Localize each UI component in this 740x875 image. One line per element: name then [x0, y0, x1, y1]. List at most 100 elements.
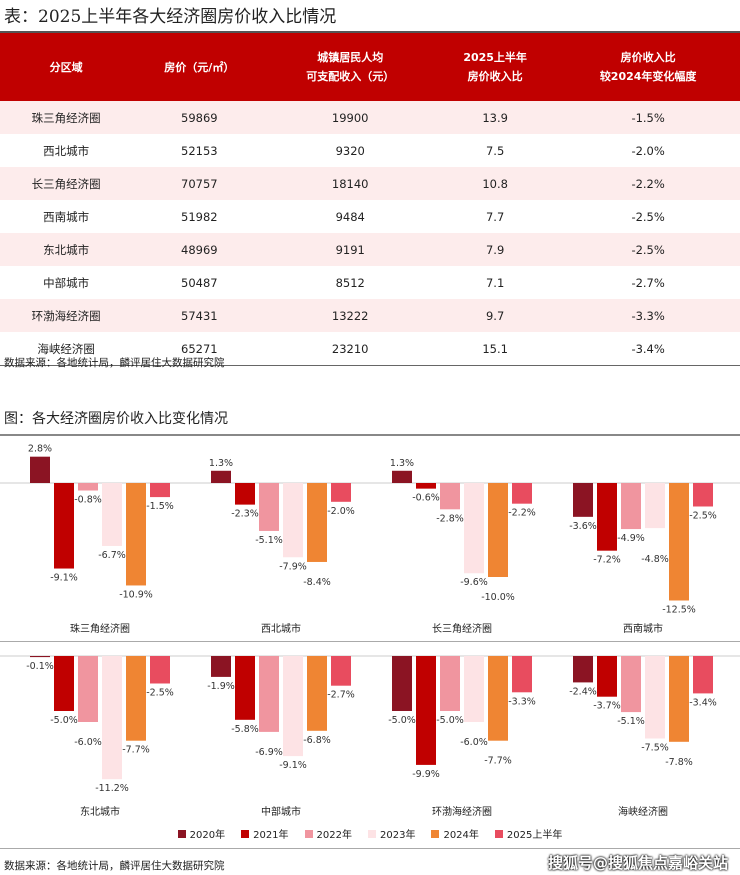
bar — [621, 656, 641, 713]
legend-label: 2021年 — [253, 830, 289, 841]
table-cell: -2.2% — [556, 167, 740, 200]
table-cell: 70757 — [132, 167, 267, 200]
category-label: 长三角经济圈 — [432, 622, 492, 635]
data-label: -0.6% — [412, 493, 440, 504]
legend-item: 2024年 — [431, 826, 479, 841]
bar — [597, 483, 617, 551]
table-cell: 中部城市 — [43, 275, 90, 290]
chart-top-divider — [0, 434, 740, 436]
data-label: -9.1% — [279, 760, 307, 771]
data-label: -5.8% — [231, 724, 259, 735]
data-label: -6.8% — [303, 735, 331, 746]
table-cell: 长三角经济圈 — [0, 167, 133, 200]
data-label: -6.7% — [98, 550, 126, 561]
table-cell: 东北城市 — [0, 233, 133, 266]
table-header-row: 分区域 房价（元/㎡） 城镇居民人均 可支配收入（元） 2025上半年 房价收入比 房价… — [0, 31, 740, 101]
data-label: -12.5% — [662, 605, 696, 616]
column-header: 房价收入比 较2024年变化幅度 — [556, 31, 740, 101]
table-row: 西北城市 52153 9320 7.5 -2.0% — [0, 134, 740, 167]
bar — [78, 483, 98, 491]
data-label: -2.5% — [689, 511, 717, 522]
legend-item: 2020年 — [177, 826, 225, 841]
table-cell: 西南城市 — [43, 209, 90, 224]
bar — [416, 656, 436, 765]
bar — [54, 656, 74, 711]
bar — [573, 483, 593, 517]
data-label: -6.9% — [255, 747, 283, 758]
data-label: -3.3% — [508, 696, 536, 707]
bar — [283, 656, 303, 757]
data-label: -5.0% — [436, 715, 464, 726]
legend-item: 2021年 — [241, 826, 289, 841]
data-label: -2.4% — [569, 686, 597, 697]
table-cell: 环渤海经济圈 — [0, 299, 133, 332]
data-label: -7.8% — [665, 757, 693, 768]
chart-bottom-divider — [0, 848, 740, 849]
bar — [126, 483, 146, 586]
data-label: -5.0% — [388, 715, 416, 726]
data-label: -7.7% — [484, 756, 512, 767]
category-label: 珠三角经济圈 — [70, 622, 130, 635]
bar — [645, 483, 665, 529]
legend-label: 2023年 — [380, 830, 416, 841]
bar — [259, 656, 279, 732]
bar — [392, 470, 412, 483]
table-cell: 19900 — [266, 101, 435, 134]
bar — [30, 656, 50, 658]
table-cell: -3.4% — [556, 332, 740, 366]
column-header: 城镇居民人均 可支配收入（元） — [266, 31, 435, 101]
data-label: -2.7% — [327, 690, 355, 701]
legend-label: 2024年 — [443, 830, 479, 841]
table-cell: 9191 — [266, 233, 435, 266]
bar — [259, 483, 279, 531]
category-label: 环渤海经济圈 — [432, 805, 492, 818]
bar — [440, 656, 460, 711]
bar — [78, 656, 98, 722]
data-label: -0.8% — [74, 495, 102, 506]
table-source: 数据来源：各地统计局，麟评居住大数据研究院 — [4, 357, 225, 369]
bar-chart: 2.8% -9.1% -0.8% -6.7% -10.9% -1.5% 珠三角经济圈 1.3%… — [0, 444, 740, 818]
legend-swatch — [177, 830, 186, 838]
data-label: -9.1% — [50, 573, 78, 584]
legend-swatch — [431, 830, 440, 838]
data-label: -4.8% — [641, 554, 669, 565]
legend-swatch — [368, 830, 376, 838]
bar — [30, 456, 50, 483]
legend-item: 2022年 — [304, 826, 352, 841]
table-cell: 52153 — [181, 143, 218, 158]
bar — [693, 656, 713, 694]
table-row: 环渤海经济圈 57431 13222 9.7 -3.3% — [0, 299, 740, 332]
bar — [331, 656, 351, 686]
data-label: -2.2% — [508, 508, 536, 519]
bar — [488, 483, 508, 577]
bar — [150, 483, 170, 498]
data-label: 2.8% — [28, 444, 52, 455]
data-label: -9.9% — [412, 769, 440, 780]
data-label: -5.1% — [617, 716, 645, 727]
table-row: 海峡经济圈 65271 23210 15.1 -3.4% — [0, 332, 740, 366]
bar — [573, 656, 593, 683]
bar — [283, 483, 303, 558]
legend-label: 2022年 — [316, 830, 352, 841]
chart-title: 图：各大经济圈房价收入比变化情况 — [4, 411, 228, 427]
bar — [150, 656, 170, 684]
table-cell: 7.5 — [485, 143, 505, 158]
bar — [211, 656, 231, 677]
table-cell: 13.9 — [434, 101, 557, 134]
bar — [235, 656, 255, 720]
table-cell: 8512 — [335, 275, 365, 290]
data-label: -7.2% — [593, 555, 621, 566]
data-label: -0.1% — [26, 661, 54, 672]
category-label: 中部城市 — [261, 805, 301, 818]
table-row: 长三角经济圈 70757 18140 10.8 -2.2% — [0, 167, 740, 200]
bar — [416, 483, 436, 489]
data-label: -11.2% — [95, 783, 129, 794]
data-label: -2.5% — [146, 688, 174, 699]
legend-swatch — [304, 830, 313, 838]
table-cell: 15.1 — [434, 332, 557, 366]
table-cell: 海峡经济圈 — [0, 332, 133, 366]
chart-source: 数据来源：各地统计局，麟评居住大数据研究院 — [4, 860, 225, 872]
data-label: -5.1% — [255, 535, 283, 546]
column-header: 房价（元/㎡） — [132, 31, 267, 101]
bar — [307, 483, 327, 562]
